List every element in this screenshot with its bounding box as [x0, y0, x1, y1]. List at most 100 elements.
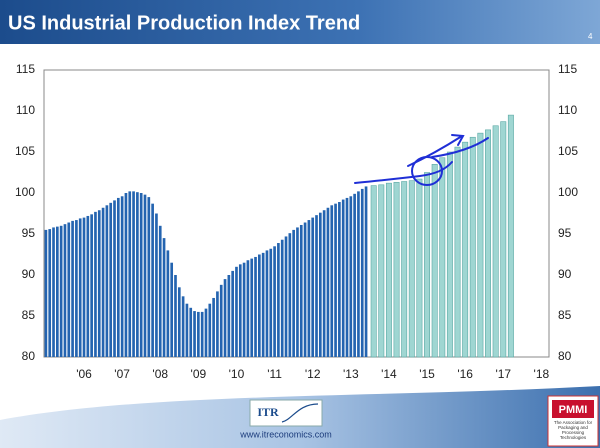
bar	[219, 284, 223, 357]
bar	[307, 220, 311, 357]
bar	[158, 225, 162, 357]
bar	[292, 229, 295, 357]
bar	[393, 182, 400, 358]
pmmi-logo-band	[552, 400, 594, 418]
bar	[326, 207, 330, 357]
bar	[349, 196, 353, 357]
x-tick-label: '07	[114, 367, 130, 381]
bar	[120, 196, 124, 357]
bar	[67, 222, 71, 357]
bar	[124, 193, 128, 357]
x-tick-label: '18	[534, 367, 550, 381]
bar	[254, 256, 257, 357]
ink-line	[431, 137, 489, 158]
bar	[446, 151, 453, 358]
bar	[59, 225, 63, 357]
bar	[416, 178, 423, 358]
y-tick-label: 80	[22, 349, 36, 363]
bar	[246, 260, 250, 357]
bar	[200, 311, 204, 357]
bar	[231, 270, 234, 357]
bar	[128, 191, 132, 357]
header-bar	[0, 0, 600, 44]
x-tick-label: '16	[457, 367, 473, 381]
bar	[189, 307, 193, 357]
bar	[97, 210, 101, 357]
bar	[360, 188, 364, 357]
bar	[105, 205, 109, 357]
x-tick-label: '13	[343, 367, 359, 381]
bar	[71, 220, 74, 357]
bar	[401, 181, 408, 358]
bar	[216, 291, 219, 357]
bar	[147, 197, 151, 357]
y-tick-label: 90	[22, 267, 36, 281]
bar	[212, 297, 215, 357]
bar	[250, 258, 254, 357]
bar	[44, 229, 48, 357]
y2-tick-label: 100	[558, 185, 578, 199]
itr-logo	[249, 399, 323, 427]
bar	[90, 214, 93, 357]
bar	[500, 121, 507, 358]
bar	[204, 308, 208, 357]
bar	[94, 211, 97, 357]
x-tick-label: '10	[229, 367, 245, 381]
bar	[364, 186, 368, 357]
bar	[155, 213, 158, 357]
bar	[357, 191, 360, 357]
bar	[431, 164, 438, 358]
y2-tick-label: 95	[558, 226, 572, 240]
bar	[238, 264, 242, 357]
bar	[235, 266, 238, 357]
bar	[75, 220, 78, 357]
bar	[162, 238, 166, 357]
y-tick-label: 110	[16, 103, 35, 117]
bar	[299, 224, 303, 357]
bar	[113, 200, 116, 357]
page-number: 4	[588, 32, 593, 41]
bar	[370, 185, 377, 358]
bar	[132, 191, 135, 357]
y-tick-label: 95	[22, 226, 36, 240]
bar	[318, 212, 322, 357]
bar	[341, 199, 345, 357]
bar	[280, 239, 284, 357]
bar	[345, 197, 349, 357]
itr-logo-curve	[281, 403, 319, 423]
bar	[288, 233, 292, 357]
y2-tick-label: 115	[558, 62, 577, 76]
bar	[101, 207, 105, 357]
bar	[223, 279, 227, 357]
bar	[296, 227, 299, 357]
bar	[284, 236, 288, 357]
ink-arrow	[407, 135, 463, 167]
x-tick-label: '09	[191, 367, 207, 381]
bar	[181, 296, 185, 357]
bar	[322, 210, 326, 357]
bar	[408, 180, 415, 358]
bar	[177, 287, 181, 357]
footer-url[interactable]: www.itreconomics.com	[239, 429, 332, 439]
ink-arrowhead	[451, 134, 465, 146]
x-tick-label: '17	[495, 367, 511, 381]
bar	[334, 203, 337, 357]
bar	[197, 311, 200, 357]
x-tick-label: '12	[305, 367, 321, 381]
bar	[469, 136, 476, 358]
bar	[63, 224, 67, 357]
y2-tick-label: 105	[558, 144, 578, 158]
bar	[258, 254, 261, 357]
y2-tick-label: 80	[558, 349, 572, 363]
pmmi-logo-text: PMMI	[559, 404, 588, 416]
bar	[277, 243, 280, 357]
bar	[330, 205, 334, 357]
bar	[116, 197, 120, 357]
hand-annotation	[354, 134, 489, 186]
bar	[139, 193, 143, 357]
bar	[136, 192, 139, 357]
bar	[242, 262, 246, 357]
bar	[462, 141, 469, 358]
bar	[143, 194, 147, 357]
